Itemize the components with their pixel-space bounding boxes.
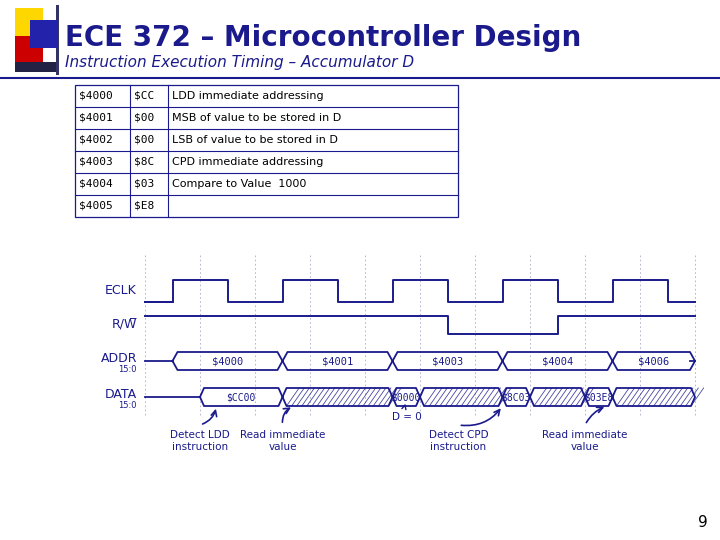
Text: $0000: $0000: [392, 392, 421, 402]
Text: ECLK: ECLK: [105, 285, 137, 298]
Text: $4001: $4001: [79, 113, 113, 123]
Bar: [30, 20, 58, 48]
Text: Compare to Value  1000: Compare to Value 1000: [172, 179, 307, 189]
Text: Detect CPD
instruction: Detect CPD instruction: [428, 430, 488, 451]
Text: R/W̅: R/W̅: [112, 319, 137, 332]
Text: Read immediate
value: Read immediate value: [542, 430, 628, 451]
Text: $8C: $8C: [134, 157, 154, 167]
Bar: [15, 8, 43, 36]
Text: Detect LDD
instruction: Detect LDD instruction: [170, 430, 230, 451]
Text: LDD immediate addressing: LDD immediate addressing: [172, 91, 323, 101]
Text: Instruction Execution Timing – Accumulator D: Instruction Execution Timing – Accumulat…: [65, 55, 414, 70]
Bar: [15, 62, 57, 72]
Text: $4003: $4003: [432, 356, 463, 366]
Text: $4004: $4004: [542, 356, 573, 366]
Text: $4002: $4002: [79, 135, 113, 145]
Text: DATA: DATA: [105, 388, 137, 402]
Text: $03E8: $03E8: [584, 392, 613, 402]
Text: $00: $00: [134, 135, 154, 145]
Text: 9: 9: [698, 515, 708, 530]
Text: LSB of value to be stored in D: LSB of value to be stored in D: [172, 135, 338, 145]
Text: CPD immediate addressing: CPD immediate addressing: [172, 157, 323, 167]
Text: $4005: $4005: [79, 201, 113, 211]
Text: ADDR: ADDR: [101, 353, 137, 366]
Text: 15:0: 15:0: [119, 401, 137, 409]
Text: $4000: $4000: [79, 91, 113, 101]
Text: $4003: $4003: [79, 157, 113, 167]
Text: $4004: $4004: [79, 179, 113, 189]
Text: Read immediate
value: Read immediate value: [240, 430, 325, 451]
Text: 15:0: 15:0: [119, 364, 137, 374]
Text: MSB of value to be stored in D: MSB of value to be stored in D: [172, 113, 341, 123]
Text: $03: $03: [134, 179, 154, 189]
Bar: [15, 36, 43, 62]
Text: $8C03: $8C03: [502, 392, 531, 402]
Text: $E8: $E8: [134, 201, 154, 211]
Text: $4000: $4000: [212, 356, 243, 366]
Text: ECE 372 – Microcontroller Design: ECE 372 – Microcontroller Design: [65, 24, 581, 52]
Bar: [75, 85, 458, 217]
Text: $00: $00: [134, 113, 154, 123]
Bar: [56, 5, 59, 75]
Text: $CC: $CC: [134, 91, 154, 101]
Text: $4006: $4006: [638, 356, 670, 366]
Text: D = 0: D = 0: [392, 405, 422, 422]
Text: $4001: $4001: [322, 356, 353, 366]
Text: $CC00: $CC00: [227, 392, 256, 402]
